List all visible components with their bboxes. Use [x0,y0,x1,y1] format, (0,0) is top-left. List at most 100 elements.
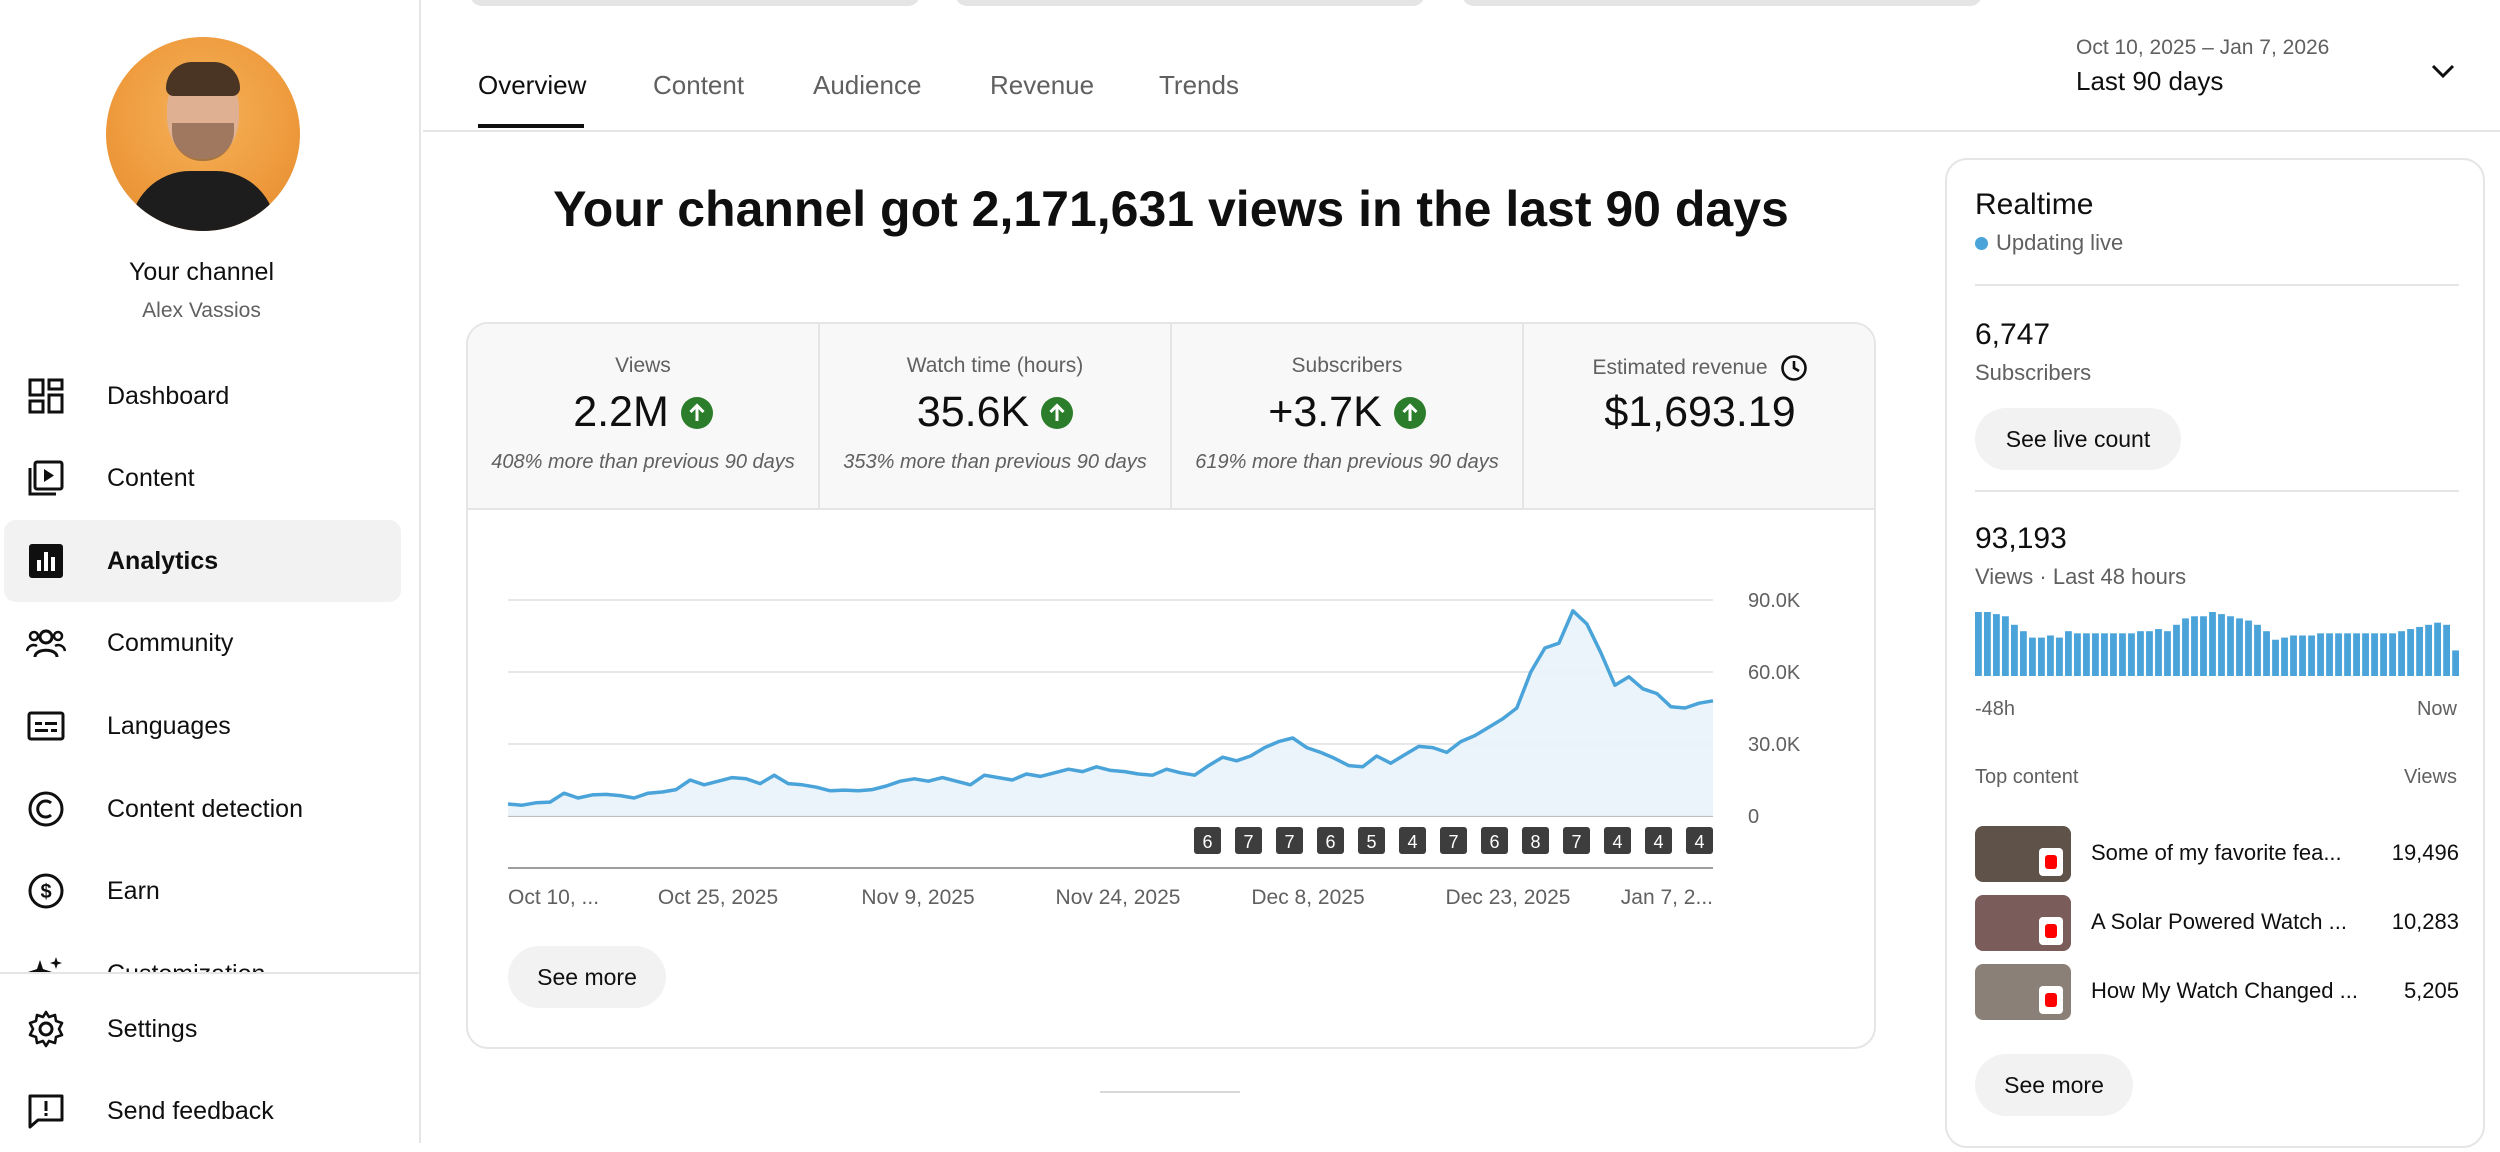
shorts-icon [2039,917,2063,945]
date-range-dates[interactable]: Oct 10, 2025 – Jan 7, 2026 [2076,36,2330,59]
sidebar-item-customization[interactable]: Customization [4,933,401,972]
channel-name: Alex Vassios [142,299,261,322]
tab-revenue[interactable]: Revenue [990,70,1095,100]
realtime-subscribers-label: Subscribers [1975,360,2092,385]
views-column-header: Views [2404,766,2457,788]
realtime-bar [2182,618,2189,676]
sidebar-item-label: Community [107,628,234,657]
realtime-bar [2263,631,2270,676]
realtime-bar [2029,637,2036,676]
realtime-bar [2047,635,2054,676]
shorts-icon [2039,848,2063,876]
sidebar-item-languages[interactable]: Languages [4,685,401,767]
realtime-bar [2002,616,2009,676]
metric-subscribers[interactable]: Subscribers +3.7K 619% more than previou… [1172,324,1524,510]
dashboard-icon [28,378,64,414]
realtime-views-bars[interactable] [1975,608,2459,678]
x-tick-label: Oct 25, 2025 [658,886,778,909]
carousel-indicator[interactable] [1100,1091,1240,1093]
date-range-label[interactable]: Last 90 days [2076,66,2224,96]
realtime-bar [2434,622,2441,676]
tabs-bar [423,0,2500,132]
realtime-bar [2155,629,2162,676]
annotation-marker [1235,827,1262,854]
tab-audience[interactable]: Audience [813,70,922,100]
metric-views[interactable]: Views 2.2M 408% more than previous 90 da… [468,324,820,510]
sidebar-item-analytics[interactable]: Analytics [4,520,401,602]
community-icon [26,629,66,658]
series-line [507,609,1714,807]
tab-overview[interactable]: Overview [478,70,587,100]
sidebar-item-community[interactable]: Community [4,602,401,684]
metric-note: 408% more than previous 90 days [491,451,795,473]
annotation-marker [1399,827,1426,854]
realtime-bar [2092,633,2099,676]
x-tick-label: Jan 7, 2... [1621,886,1713,909]
sidebar-item-dashboard[interactable]: Dashboard [4,355,401,437]
realtime-bar [2389,633,2396,676]
realtime-bar [2146,631,2153,676]
video-title: Some of my favorite fea... [2091,840,2342,865]
metric-revenue[interactable]: Estimated revenue $1,693.19 [1524,324,1874,510]
annotation-marker-label: 4 [1653,832,1663,852]
top-content-item[interactable]: A Solar Powered Watch ... 10,283 [1975,895,2459,951]
video-title: How My Watch Changed ... [2091,978,2358,1003]
clock-icon [1780,355,1807,381]
see-live-count-button[interactable]: See live count [1975,408,2181,470]
metric-watch-time[interactable]: Watch time (hours) 35.6K 353% more than … [820,324,1172,510]
active-tab-indicator [478,124,584,128]
realtime-bar [2020,631,2027,676]
tab-trends[interactable]: Trends [1159,70,1239,100]
realtime-bar [2380,633,2387,676]
realtime-bar [1993,614,2000,676]
see-more-button[interactable]: See more [508,946,666,1008]
top-chip[interactable] [470,0,920,6]
live-status-text: Updating live [1996,230,2124,255]
video-thumbnail [1975,964,2071,1020]
realtime-bar [2056,637,2063,676]
sidebar-item-settings[interactable]: Settings [4,988,401,1070]
tab-content[interactable]: Content [653,70,745,100]
trend-up-icon [1393,396,1426,429]
copyright-icon [28,791,64,827]
y-tick-label: 0 [1748,806,1759,828]
subtitles-icon [27,711,65,741]
realtime-bar [2218,614,2225,676]
x-tick-label: Nov 9, 2025 [861,886,974,909]
realtime-bar [2173,624,2180,676]
annotation-marker-label: 7 [1243,832,1253,852]
y-tick-label: 30.0K [1748,734,1801,756]
top-chip[interactable] [955,0,1425,6]
chevron-down-icon[interactable] [2428,56,2458,86]
sidebar-item-content[interactable]: Content [4,437,401,519]
realtime-views-value: 93,193 [1975,522,2067,555]
realtime-bar [2038,637,2045,676]
realtime-views-label: Views · Last 48 hours [1975,564,2187,589]
sidebar-item-earn[interactable]: $ Earn [4,850,401,932]
live-dot-icon [1975,236,1988,250]
realtime-bar [1975,612,1982,676]
top-chip[interactable] [1462,0,1982,6]
realtime-card: Realtime Updating live 6,747 Subscribers… [1945,158,2485,1148]
sidebar-item-label: Content detection [107,794,303,823]
views-chart[interactable]: 0 30.0K 60.0K 90.0K 6 7 7 6 5 4 7 6 8 7 4 4 4 Oct 10, ...… [468,510,1874,910]
realtime-bar [2443,624,2450,676]
top-content-item[interactable]: Some of my favorite fea... 19,496 [1975,826,2459,882]
annotation-marker [1440,827,1467,854]
sidebar-item-label: Dashboard [107,381,230,410]
realtime-bar [2236,618,2243,676]
video-views: 10,283 [2391,909,2459,934]
metric-value: 35.6K [916,388,1030,436]
metric-label: Estimated revenue [1592,356,1768,379]
top-content-item[interactable]: How My Watch Changed ... 5,205 [1975,964,2459,1020]
metric-value: 2.2M [573,388,669,436]
channel-title[interactable]: Your channel [128,258,275,286]
channel-avatar[interactable] [106,37,300,231]
sidebar-item-send-feedback[interactable]: Send feedback [4,1070,401,1152]
realtime-bar [2398,631,2405,676]
sidebar-item-content-detection[interactable]: Content detection [4,768,401,850]
see-more-realtime-button[interactable]: See more [1975,1054,2133,1116]
sidebar-divider [0,972,421,974]
annotation-marker [1358,827,1385,854]
sidebar-item-label: Content [107,463,195,492]
